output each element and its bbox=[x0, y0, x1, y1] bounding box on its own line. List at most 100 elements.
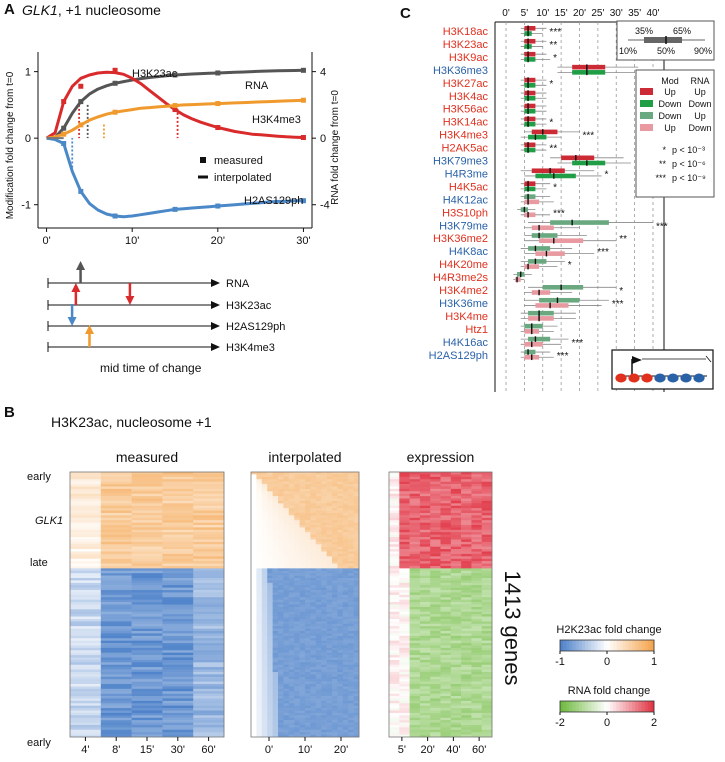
heatmap-cell bbox=[348, 609, 354, 613]
heatmap-cell bbox=[348, 708, 354, 711]
heatmap-cell bbox=[100, 724, 132, 728]
heatmap-cell bbox=[310, 671, 317, 675]
heatmap-cell bbox=[332, 655, 338, 658]
heatmap-cell bbox=[272, 724, 279, 728]
heatmap-cell bbox=[70, 522, 102, 526]
heatmap-cell bbox=[461, 698, 472, 702]
heatmap-cell bbox=[353, 503, 360, 507]
heatmap-cell bbox=[256, 472, 263, 475]
heatmap-cell bbox=[283, 479, 290, 482]
heatmap-cell bbox=[278, 688, 284, 692]
heatmap-cell bbox=[337, 667, 344, 670]
heatmap-cell bbox=[283, 628, 290, 632]
heatmap-cell bbox=[409, 700, 421, 704]
heatmap-cell bbox=[310, 578, 317, 581]
heatmap-cell bbox=[305, 556, 311, 560]
heatmap-cell bbox=[450, 532, 462, 535]
heatmap-cell bbox=[321, 544, 327, 547]
panel-a-gene: GLK1 bbox=[22, 2, 58, 18]
heatmap-cell bbox=[261, 688, 268, 692]
heatmap-cell bbox=[100, 626, 132, 629]
heatmap-cell bbox=[430, 703, 441, 706]
heatmap-cell bbox=[399, 662, 410, 666]
heatmap-cell bbox=[261, 698, 268, 702]
heatmap-cell bbox=[471, 602, 482, 605]
heatmap-cell bbox=[283, 647, 290, 651]
heatmap-cell bbox=[440, 546, 452, 550]
heatmap-row-label-gene: GLK1 bbox=[35, 515, 63, 527]
heatmap-cell bbox=[131, 539, 163, 543]
heatmap-cell bbox=[353, 493, 360, 497]
heatmap-cell bbox=[471, 720, 482, 723]
heatmap-cell bbox=[389, 594, 400, 598]
heatmap-cell bbox=[389, 472, 400, 475]
heatmap-cell bbox=[278, 659, 284, 663]
heatmap-cell bbox=[272, 585, 279, 588]
heatmap-cell bbox=[288, 667, 295, 670]
heatmap-cell bbox=[162, 700, 194, 704]
colorbar-segment bbox=[628, 701, 633, 712]
heatmap-cell bbox=[100, 541, 132, 545]
heatmap-cell bbox=[430, 551, 441, 555]
heatmap-cell bbox=[267, 684, 273, 687]
heatmap-cell bbox=[399, 626, 410, 629]
heatmap-cell bbox=[332, 662, 338, 666]
heatmap-cell bbox=[430, 647, 441, 651]
heatmap-cell bbox=[267, 609, 273, 613]
heatmap-cell bbox=[251, 594, 257, 598]
heatmap-cell bbox=[348, 623, 354, 627]
heatmap-cell bbox=[326, 686, 333, 690]
heatmap-cell bbox=[267, 708, 273, 711]
heatmap-cell bbox=[440, 479, 452, 482]
heatmap-cell bbox=[70, 476, 102, 480]
heatmap-cell bbox=[440, 565, 452, 569]
heatmap-cell bbox=[267, 580, 273, 584]
panel-c-legend-header: Mod bbox=[661, 76, 679, 86]
heatmap-cell bbox=[267, 691, 273, 694]
heatmap-cell bbox=[256, 493, 263, 497]
heatmap-cell bbox=[440, 691, 452, 694]
heatmap-cell bbox=[193, 606, 225, 610]
heatmap-cell bbox=[310, 488, 317, 492]
heatmap-cell bbox=[256, 676, 263, 680]
heatmap-cell bbox=[251, 551, 257, 555]
heatmap-cell bbox=[100, 664, 132, 668]
panel-a-measured-point bbox=[172, 107, 178, 113]
heatmap-cell bbox=[283, 532, 290, 535]
heatmap-cell bbox=[294, 585, 300, 588]
heatmap-cell bbox=[353, 573, 360, 576]
heatmap-cell bbox=[315, 631, 322, 634]
heatmap-cell bbox=[342, 553, 349, 557]
heatmap-cell bbox=[162, 611, 194, 615]
heatmap-cell bbox=[321, 481, 327, 485]
timeline-up-arrow-head bbox=[84, 325, 94, 334]
heatmap-cell bbox=[162, 479, 194, 482]
heatmap-cell bbox=[430, 696, 441, 699]
heatmap-cell bbox=[332, 684, 338, 687]
heatmap-cell bbox=[100, 488, 132, 492]
heatmap-cell bbox=[294, 496, 300, 499]
panel-c-x-tick-label: 15' bbox=[555, 8, 568, 19]
heatmap-cell bbox=[440, 476, 452, 480]
heatmap-cell bbox=[337, 527, 344, 531]
heatmap-cell bbox=[288, 609, 295, 613]
heatmap-cell bbox=[348, 640, 354, 644]
heatmap-cell bbox=[261, 652, 268, 656]
heatmap-cell bbox=[278, 621, 284, 625]
heatmap-cell bbox=[131, 575, 163, 579]
heatmap-cell bbox=[305, 529, 311, 533]
heatmap-cell bbox=[430, 553, 441, 557]
heatmap-cell bbox=[261, 645, 268, 649]
heatmap-cell bbox=[283, 712, 290, 716]
heatmap-cell bbox=[162, 585, 194, 588]
heatmap-cell bbox=[419, 628, 431, 632]
heatmap-cell bbox=[326, 573, 333, 576]
heatmap-cell bbox=[193, 563, 225, 567]
heatmap-cell bbox=[193, 549, 225, 552]
heatmap-cell bbox=[419, 684, 431, 687]
heatmap-cell bbox=[162, 525, 194, 528]
heatmap-cell bbox=[272, 712, 279, 716]
heatmap-cell bbox=[315, 676, 322, 680]
heatmap-cell bbox=[461, 599, 472, 603]
heatmap-cell bbox=[272, 732, 279, 735]
